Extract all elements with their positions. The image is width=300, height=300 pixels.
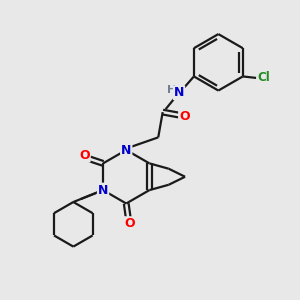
Text: N: N: [121, 143, 131, 157]
Text: Cl: Cl: [257, 71, 270, 84]
Text: N: N: [98, 184, 108, 196]
Text: N: N: [174, 86, 184, 99]
Text: O: O: [124, 217, 134, 230]
Text: H: H: [167, 85, 176, 95]
Text: O: O: [179, 110, 190, 123]
Text: O: O: [79, 148, 90, 162]
